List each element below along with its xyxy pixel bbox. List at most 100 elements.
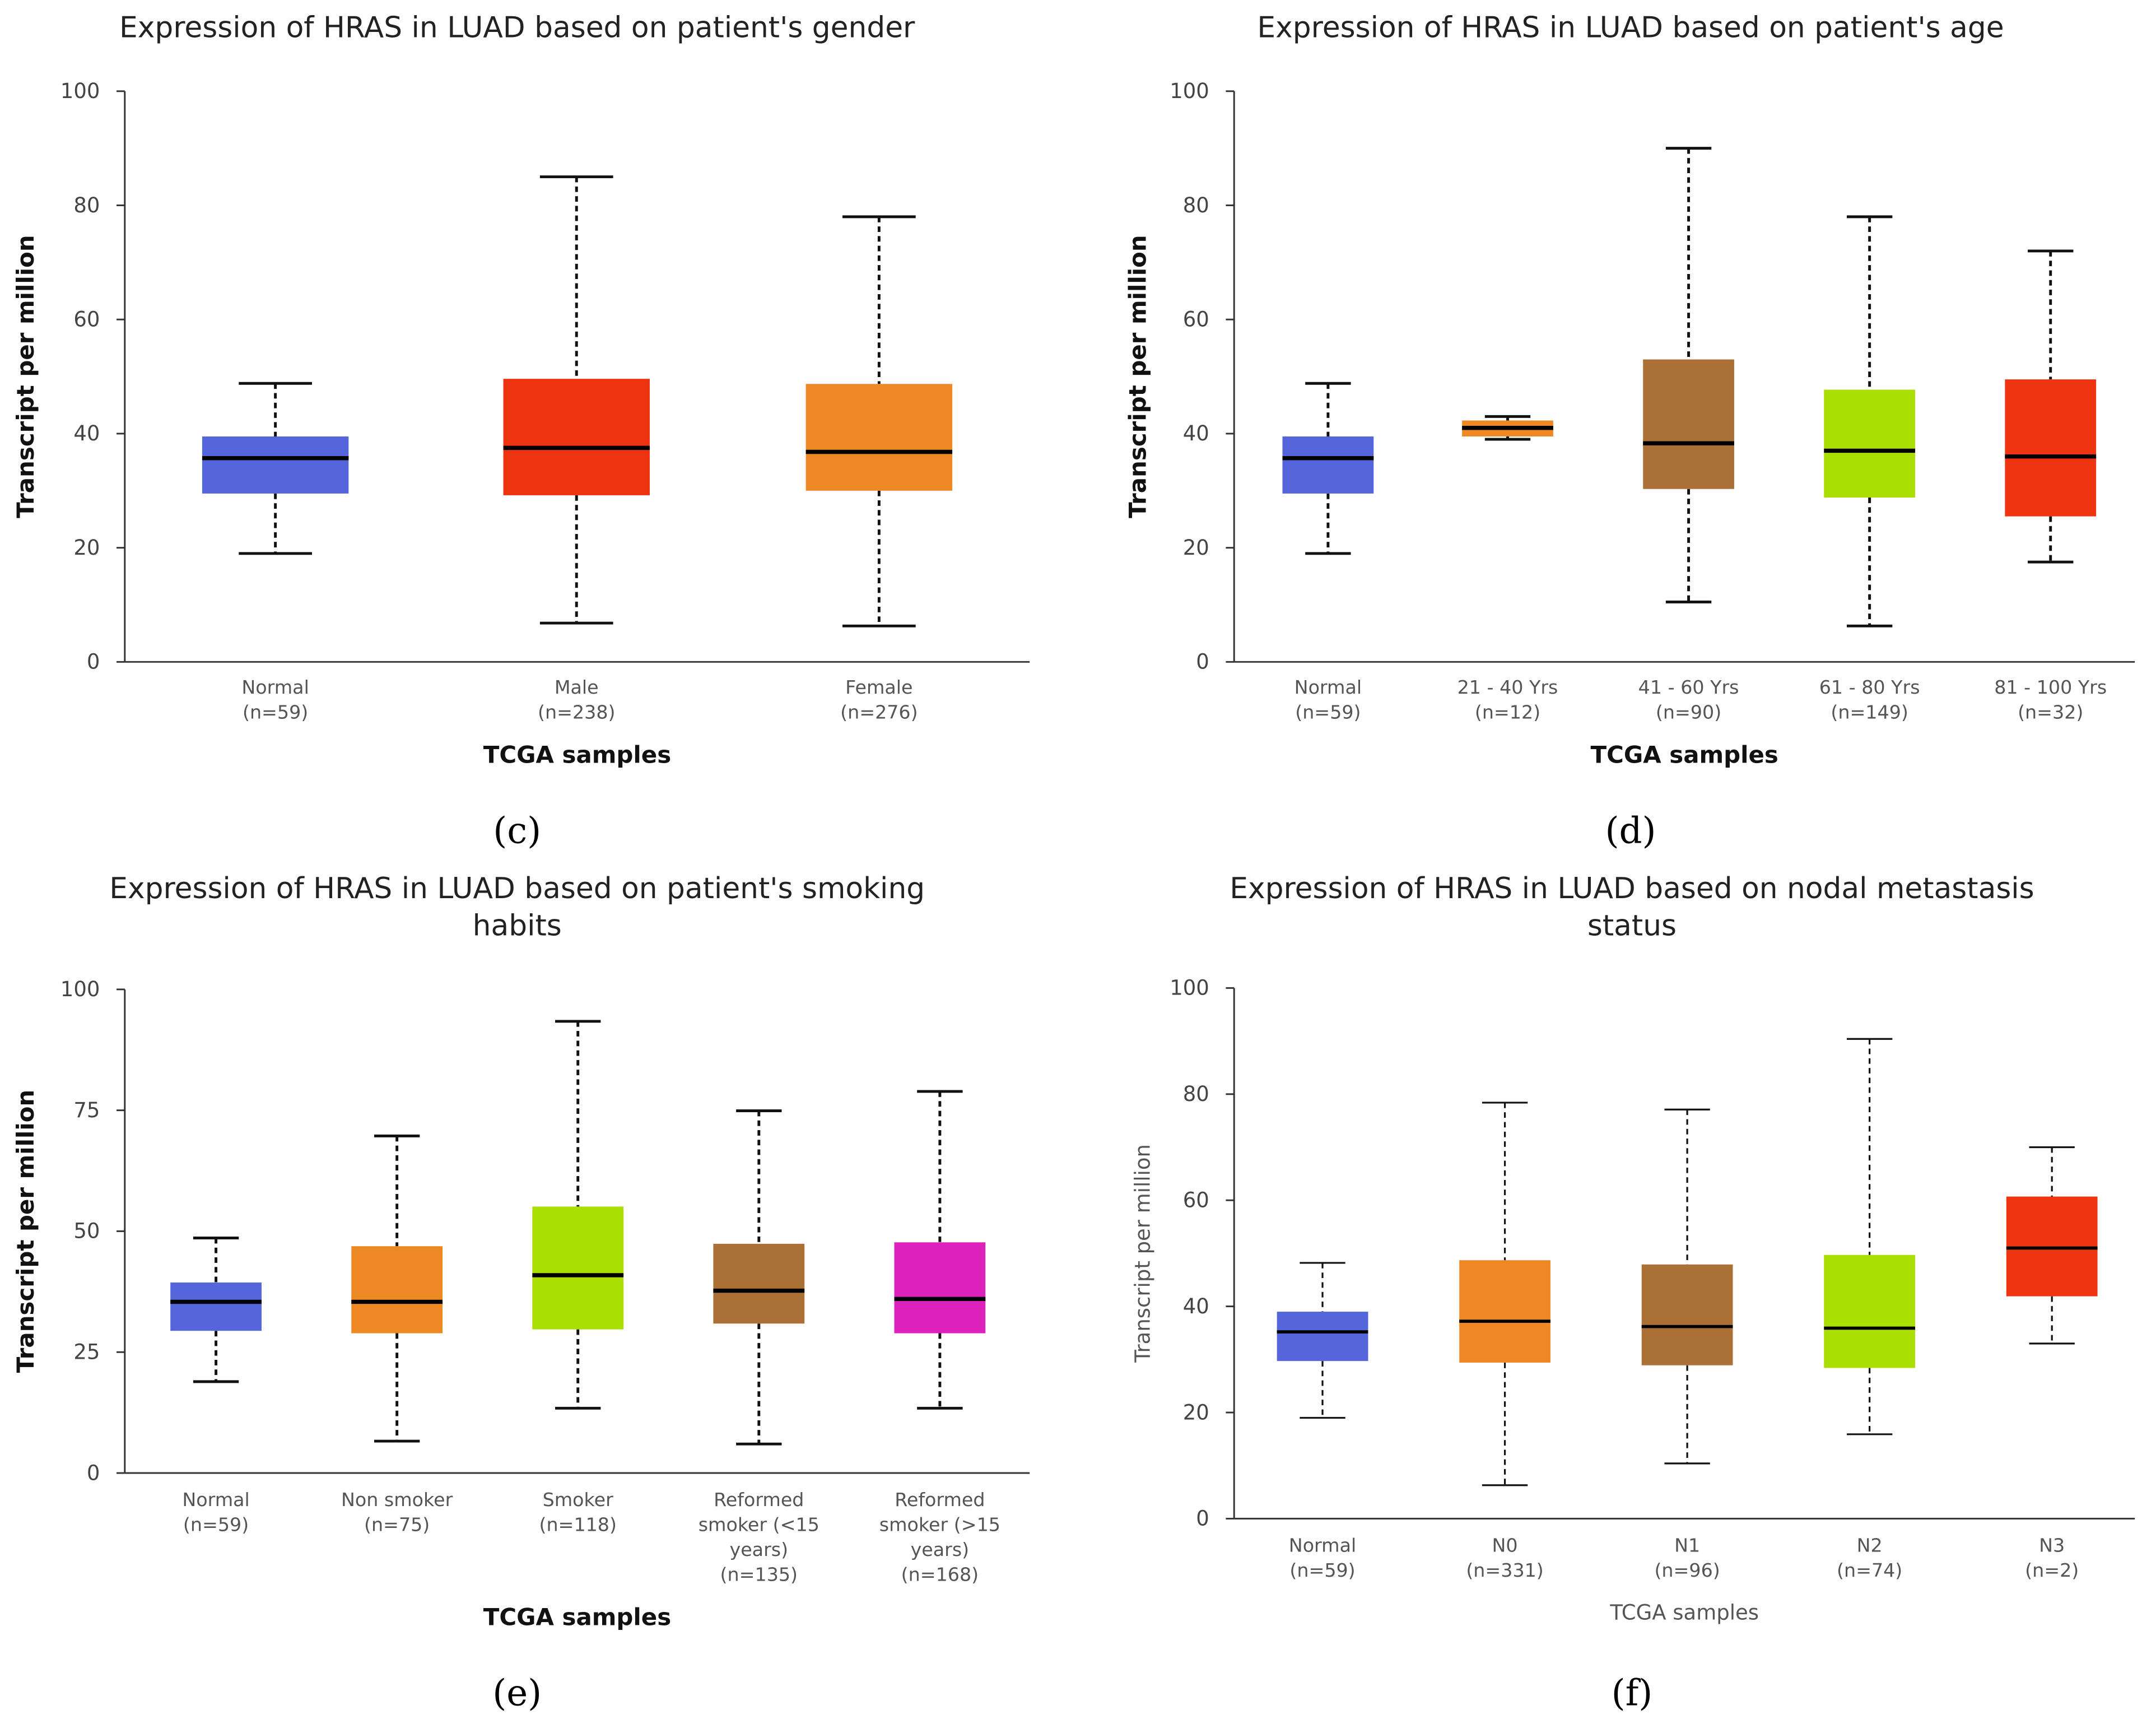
category-label: (n=168) (901, 1563, 979, 1585)
category-label: (n=238) (538, 701, 615, 723)
panel-label: (f) (1612, 1672, 1653, 1714)
box-3 (1824, 215, 1916, 628)
y-tick-label: 0 (1196, 1507, 1209, 1531)
box-1 (1462, 415, 1553, 441)
iqr-box (532, 1206, 624, 1330)
iqr-box (1643, 359, 1734, 489)
box-3 (713, 1109, 805, 1446)
y-axis-label: Transcript per million (12, 1090, 39, 1373)
iqr-box (1824, 389, 1916, 498)
chart-title: Expression of HRAS in LUAD based on noda… (1230, 872, 2034, 905)
category-label: (n=331) (1466, 1559, 1543, 1581)
category-label: Normal (182, 1489, 249, 1511)
panel-e: Expression of HRAS in LUAD based on pati… (12, 872, 1030, 1714)
y-axis-label: Transcript per million (1124, 235, 1151, 518)
category-label: N2 (1857, 1535, 1883, 1557)
y-axis-label: Transcript per million (12, 235, 39, 518)
category-label: Female (845, 676, 912, 698)
box-1 (503, 175, 650, 625)
panel-d: Expression of HRAS in LUAD based on pati… (1124, 11, 2135, 852)
category-label: (n=32) (2018, 701, 2083, 723)
box-4 (894, 1090, 986, 1410)
x-axis-label: TCGA samples (1609, 1600, 1759, 1624)
iqr-box (894, 1242, 986, 1334)
category-label: smoker (>15 (879, 1514, 1000, 1536)
iqr-box (2006, 1196, 2098, 1297)
category-label: (n=96) (1654, 1559, 1720, 1581)
category-label: Reformed (714, 1489, 804, 1511)
panel-c: Expression of HRAS in LUAD based on pati… (12, 11, 1030, 852)
y-tick-label: 100 (60, 79, 100, 103)
chart-title: Expression of HRAS in LUAD based on pati… (1257, 11, 2004, 45)
y-tick-label: 0 (87, 1461, 100, 1485)
category-label: Male (555, 676, 599, 698)
y-tick-label: 60 (1183, 1188, 1209, 1212)
category-label: Reformed (895, 1489, 985, 1511)
x-axis-label: TCGA samples (483, 741, 671, 768)
y-tick-label: 80 (73, 193, 100, 217)
y-tick-label: 80 (1183, 193, 1209, 217)
y-tick-label: 0 (1196, 650, 1209, 674)
category-label: (n=59) (1295, 701, 1361, 723)
iqr-box (202, 436, 349, 494)
category-label: (n=75) (364, 1514, 430, 1536)
panel-label: (e) (492, 1672, 542, 1714)
box-3 (1824, 1038, 1916, 1435)
y-tick-label: 60 (1183, 308, 1209, 332)
category-label: 81 - 100 Yrs (1994, 676, 2107, 698)
box-0 (202, 382, 349, 555)
iqr-box (2005, 379, 2097, 517)
category-label: 21 - 40 Yrs (1457, 676, 1558, 698)
category-label: (n=149) (1831, 701, 1908, 723)
chart-title: Expression of HRAS in LUAD based on pati… (119, 11, 915, 45)
box-1 (351, 1134, 443, 1443)
category-label: Normal (241, 676, 309, 698)
panel-f: Expression of HRAS in LUAD based on noda… (1131, 872, 2135, 1714)
y-tick-label: 20 (1183, 536, 1209, 560)
y-tick-label: 100 (1170, 976, 1209, 1000)
box-1 (1459, 1102, 1550, 1486)
category-label: (n=276) (840, 701, 918, 723)
category-label: N1 (1674, 1535, 1700, 1557)
y-tick-label: 80 (1183, 1082, 1209, 1106)
box-4 (2006, 1146, 2098, 1345)
y-tick-label: 40 (1183, 421, 1209, 445)
x-axis-label: TCGA samples (1590, 741, 1778, 768)
category-label: years) (730, 1539, 789, 1560)
box-0 (1277, 1262, 1368, 1419)
box-2 (805, 215, 953, 628)
category-label: (n=59) (183, 1514, 249, 1536)
chart-title: Expression of HRAS in LUAD based on pati… (109, 872, 925, 905)
y-tick-label: 20 (1183, 1400, 1209, 1424)
category-label: (n=2) (2025, 1559, 2079, 1581)
category-label: (n=74) (1837, 1559, 1902, 1581)
y-tick-label: 75 (73, 1098, 100, 1122)
iqr-box (713, 1243, 805, 1324)
y-tick-label: 0 (87, 650, 100, 674)
iqr-box (1459, 1260, 1550, 1363)
category-label: (n=90) (1656, 701, 1721, 723)
box-2 (532, 1020, 624, 1410)
category-label: (n=59) (1289, 1559, 1355, 1581)
x-axis-label: TCGA samples (483, 1603, 671, 1630)
iqr-box (351, 1246, 443, 1334)
category-label: Normal (1294, 676, 1362, 698)
box-4 (2005, 249, 2097, 564)
y-tick-label: 25 (73, 1340, 100, 1364)
category-label: (n=12) (1475, 701, 1540, 723)
category-label: N3 (2039, 1535, 2065, 1557)
iqr-box (1641, 1264, 1733, 1365)
box-2 (1641, 1108, 1733, 1465)
y-tick-label: 100 (60, 977, 100, 1001)
y-tick-label: 40 (1183, 1294, 1209, 1318)
category-label: smoker (<15 (699, 1514, 819, 1536)
iqr-box (170, 1282, 262, 1331)
y-tick-label: 100 (1170, 79, 1209, 103)
box-2 (1643, 147, 1734, 603)
category-label: years) (911, 1539, 970, 1560)
category-label: N0 (1492, 1535, 1518, 1557)
panel-label: (c) (493, 810, 541, 852)
panel-label: (d) (1605, 810, 1656, 852)
category-label: (n=135) (720, 1563, 798, 1585)
